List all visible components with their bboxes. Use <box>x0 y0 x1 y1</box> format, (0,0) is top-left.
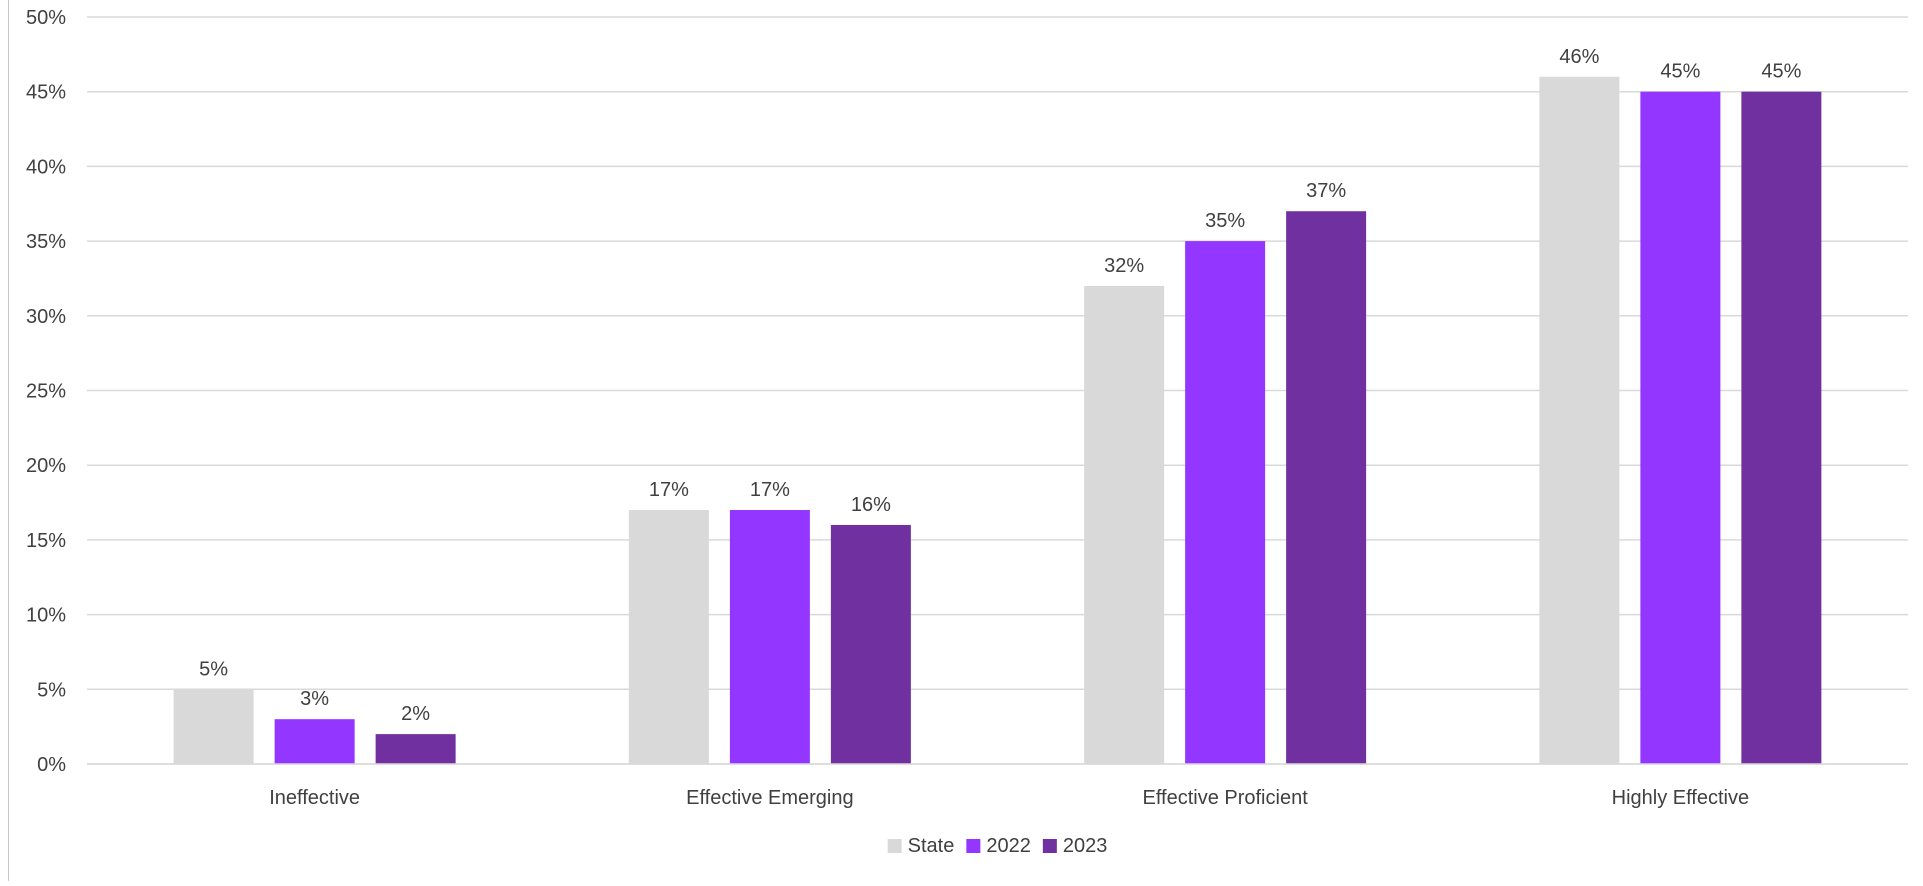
x-tick-label: Ineffective <box>269 787 360 809</box>
legend-swatch <box>887 839 902 853</box>
bar-2022-0 <box>274 719 355 764</box>
y-tick-label: 40% <box>26 156 66 178</box>
bar-2023-1 <box>830 524 911 764</box>
legend: State 2022 2023 <box>887 835 1108 857</box>
x-tick-label: Effective Emerging <box>686 787 854 809</box>
bars <box>173 76 1822 765</box>
bar-state-1 <box>628 510 709 764</box>
bar-state-3 <box>1539 76 1620 764</box>
legend-item-state: State <box>887 835 955 857</box>
data-label: 2% <box>401 703 430 725</box>
data-label: 37% <box>1306 180 1346 202</box>
data-label: 17% <box>750 479 790 501</box>
data-label: 16% <box>851 494 891 516</box>
x-tick-label: Effective Proficient <box>1142 787 1308 809</box>
bar-2023-3 <box>1741 91 1822 764</box>
y-tick-label: 0% <box>37 754 66 776</box>
bar-2022-1 <box>729 510 810 764</box>
data-label: 32% <box>1104 255 1144 277</box>
legend-item-2022: 2022 <box>966 835 1031 857</box>
y-tick-label: 5% <box>37 679 66 701</box>
chart-left-border <box>8 0 9 881</box>
y-tick-label: 45% <box>26 82 66 104</box>
y-axis: 0% 5% 10% 15% 20% 25% 30% 35% 40% 45% 50% <box>26 7 66 776</box>
legend-swatch <box>1042 839 1057 853</box>
bar-state-0 <box>173 689 254 764</box>
bar-2022-3 <box>1640 91 1721 764</box>
y-tick-label: 30% <box>26 306 66 328</box>
bar-2023-2 <box>1286 211 1367 765</box>
y-tick-label: 15% <box>26 530 66 552</box>
data-label: 5% <box>199 658 228 680</box>
legend-label: State <box>908 835 955 857</box>
data-label: 45% <box>1660 61 1700 83</box>
y-tick-label: 10% <box>26 605 66 627</box>
y-tick-label: 20% <box>26 455 66 477</box>
y-tick-label: 25% <box>26 381 66 403</box>
y-tick-label: 50% <box>26 7 66 29</box>
data-label: 35% <box>1205 210 1245 232</box>
legend-swatch <box>966 839 981 853</box>
gridlines <box>87 16 1908 765</box>
bar-2022-2 <box>1185 241 1266 765</box>
bar-2023-0 <box>375 734 456 764</box>
legend-label: 2023 <box>1063 835 1108 857</box>
x-axis: Ineffective Effective Emerging Effective P… <box>87 763 1908 809</box>
data-labels: 5% 3% 2% 17% 17% 16% 32% 35% 37% 46% 45% 45% <box>199 46 1801 725</box>
data-label: 46% <box>1559 46 1599 68</box>
y-tick-label: 35% <box>26 231 66 253</box>
legend-label: 2022 <box>986 835 1031 857</box>
data-label: 45% <box>1761 61 1801 83</box>
data-label: 17% <box>649 479 689 501</box>
data-label: 3% <box>300 688 329 710</box>
legend-item-2023: 2023 <box>1042 835 1108 857</box>
x-tick-label: Highly Effective <box>1612 787 1749 809</box>
bar-state-2 <box>1084 285 1165 764</box>
